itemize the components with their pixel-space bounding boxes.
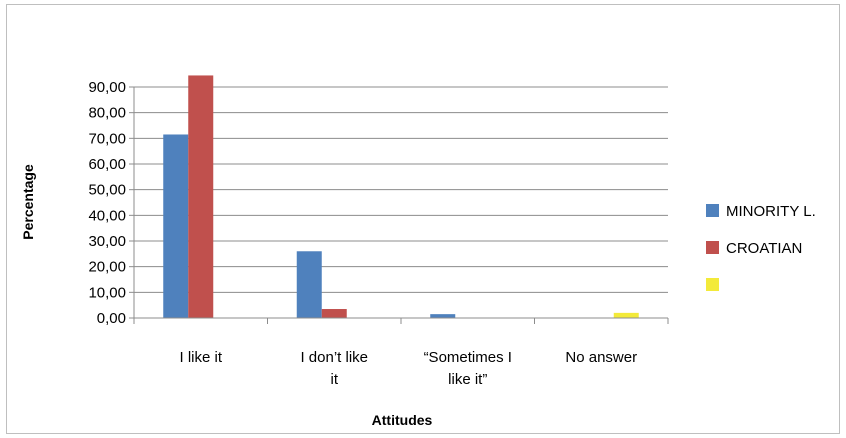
x-tick-label: it bbox=[331, 371, 339, 388]
bar bbox=[296, 251, 322, 318]
legend: MINORITY L. CROATIAN bbox=[706, 203, 816, 291]
bars bbox=[163, 75, 639, 318]
bar bbox=[163, 134, 189, 318]
x-tick-label: I like it bbox=[179, 349, 222, 366]
chart-frame bbox=[6, 4, 840, 434]
bar bbox=[613, 312, 639, 318]
y-tick-label: 0,00 bbox=[97, 310, 126, 327]
legend-swatch bbox=[706, 278, 719, 291]
x-tick-label: like it” bbox=[448, 371, 487, 388]
x-axis-title: Attitudes bbox=[372, 412, 433, 428]
y-tick-label: 40,00 bbox=[88, 207, 126, 224]
x-tick-labels: I like it I don’t like it “Sometimes I like … bbox=[179, 349, 637, 388]
y-tick-label: 70,00 bbox=[88, 130, 126, 147]
x-tick-label: No answer bbox=[565, 349, 637, 366]
axes bbox=[129, 86, 669, 324]
y-tick-label: 80,00 bbox=[88, 105, 126, 122]
legend-label: MINORITY L. bbox=[726, 203, 816, 220]
y-tick-label: 20,00 bbox=[88, 259, 126, 276]
legend-label: CROATIAN bbox=[726, 240, 802, 257]
y-tick-label: 30,00 bbox=[88, 233, 126, 250]
x-tick-label: I don’t like bbox=[300, 349, 368, 366]
y-tick-labels: 0,00 10,00 20,00 30,00 40,00 50,00 60,00 70,00 8… bbox=[88, 79, 126, 327]
legend-swatch bbox=[706, 204, 719, 217]
y-tick-label: 90,00 bbox=[88, 79, 126, 96]
y-tick-label: 50,00 bbox=[88, 182, 126, 199]
legend-swatch bbox=[706, 241, 719, 254]
gridlines bbox=[134, 86, 668, 293]
bar bbox=[321, 309, 347, 318]
bar bbox=[188, 75, 214, 318]
y-tick-label: 10,00 bbox=[88, 284, 126, 301]
y-tick-label: 60,00 bbox=[88, 156, 126, 173]
bar bbox=[430, 314, 456, 318]
x-tick-label: “Sometimes I bbox=[424, 349, 512, 366]
y-axis-title: Percentage bbox=[20, 164, 36, 240]
